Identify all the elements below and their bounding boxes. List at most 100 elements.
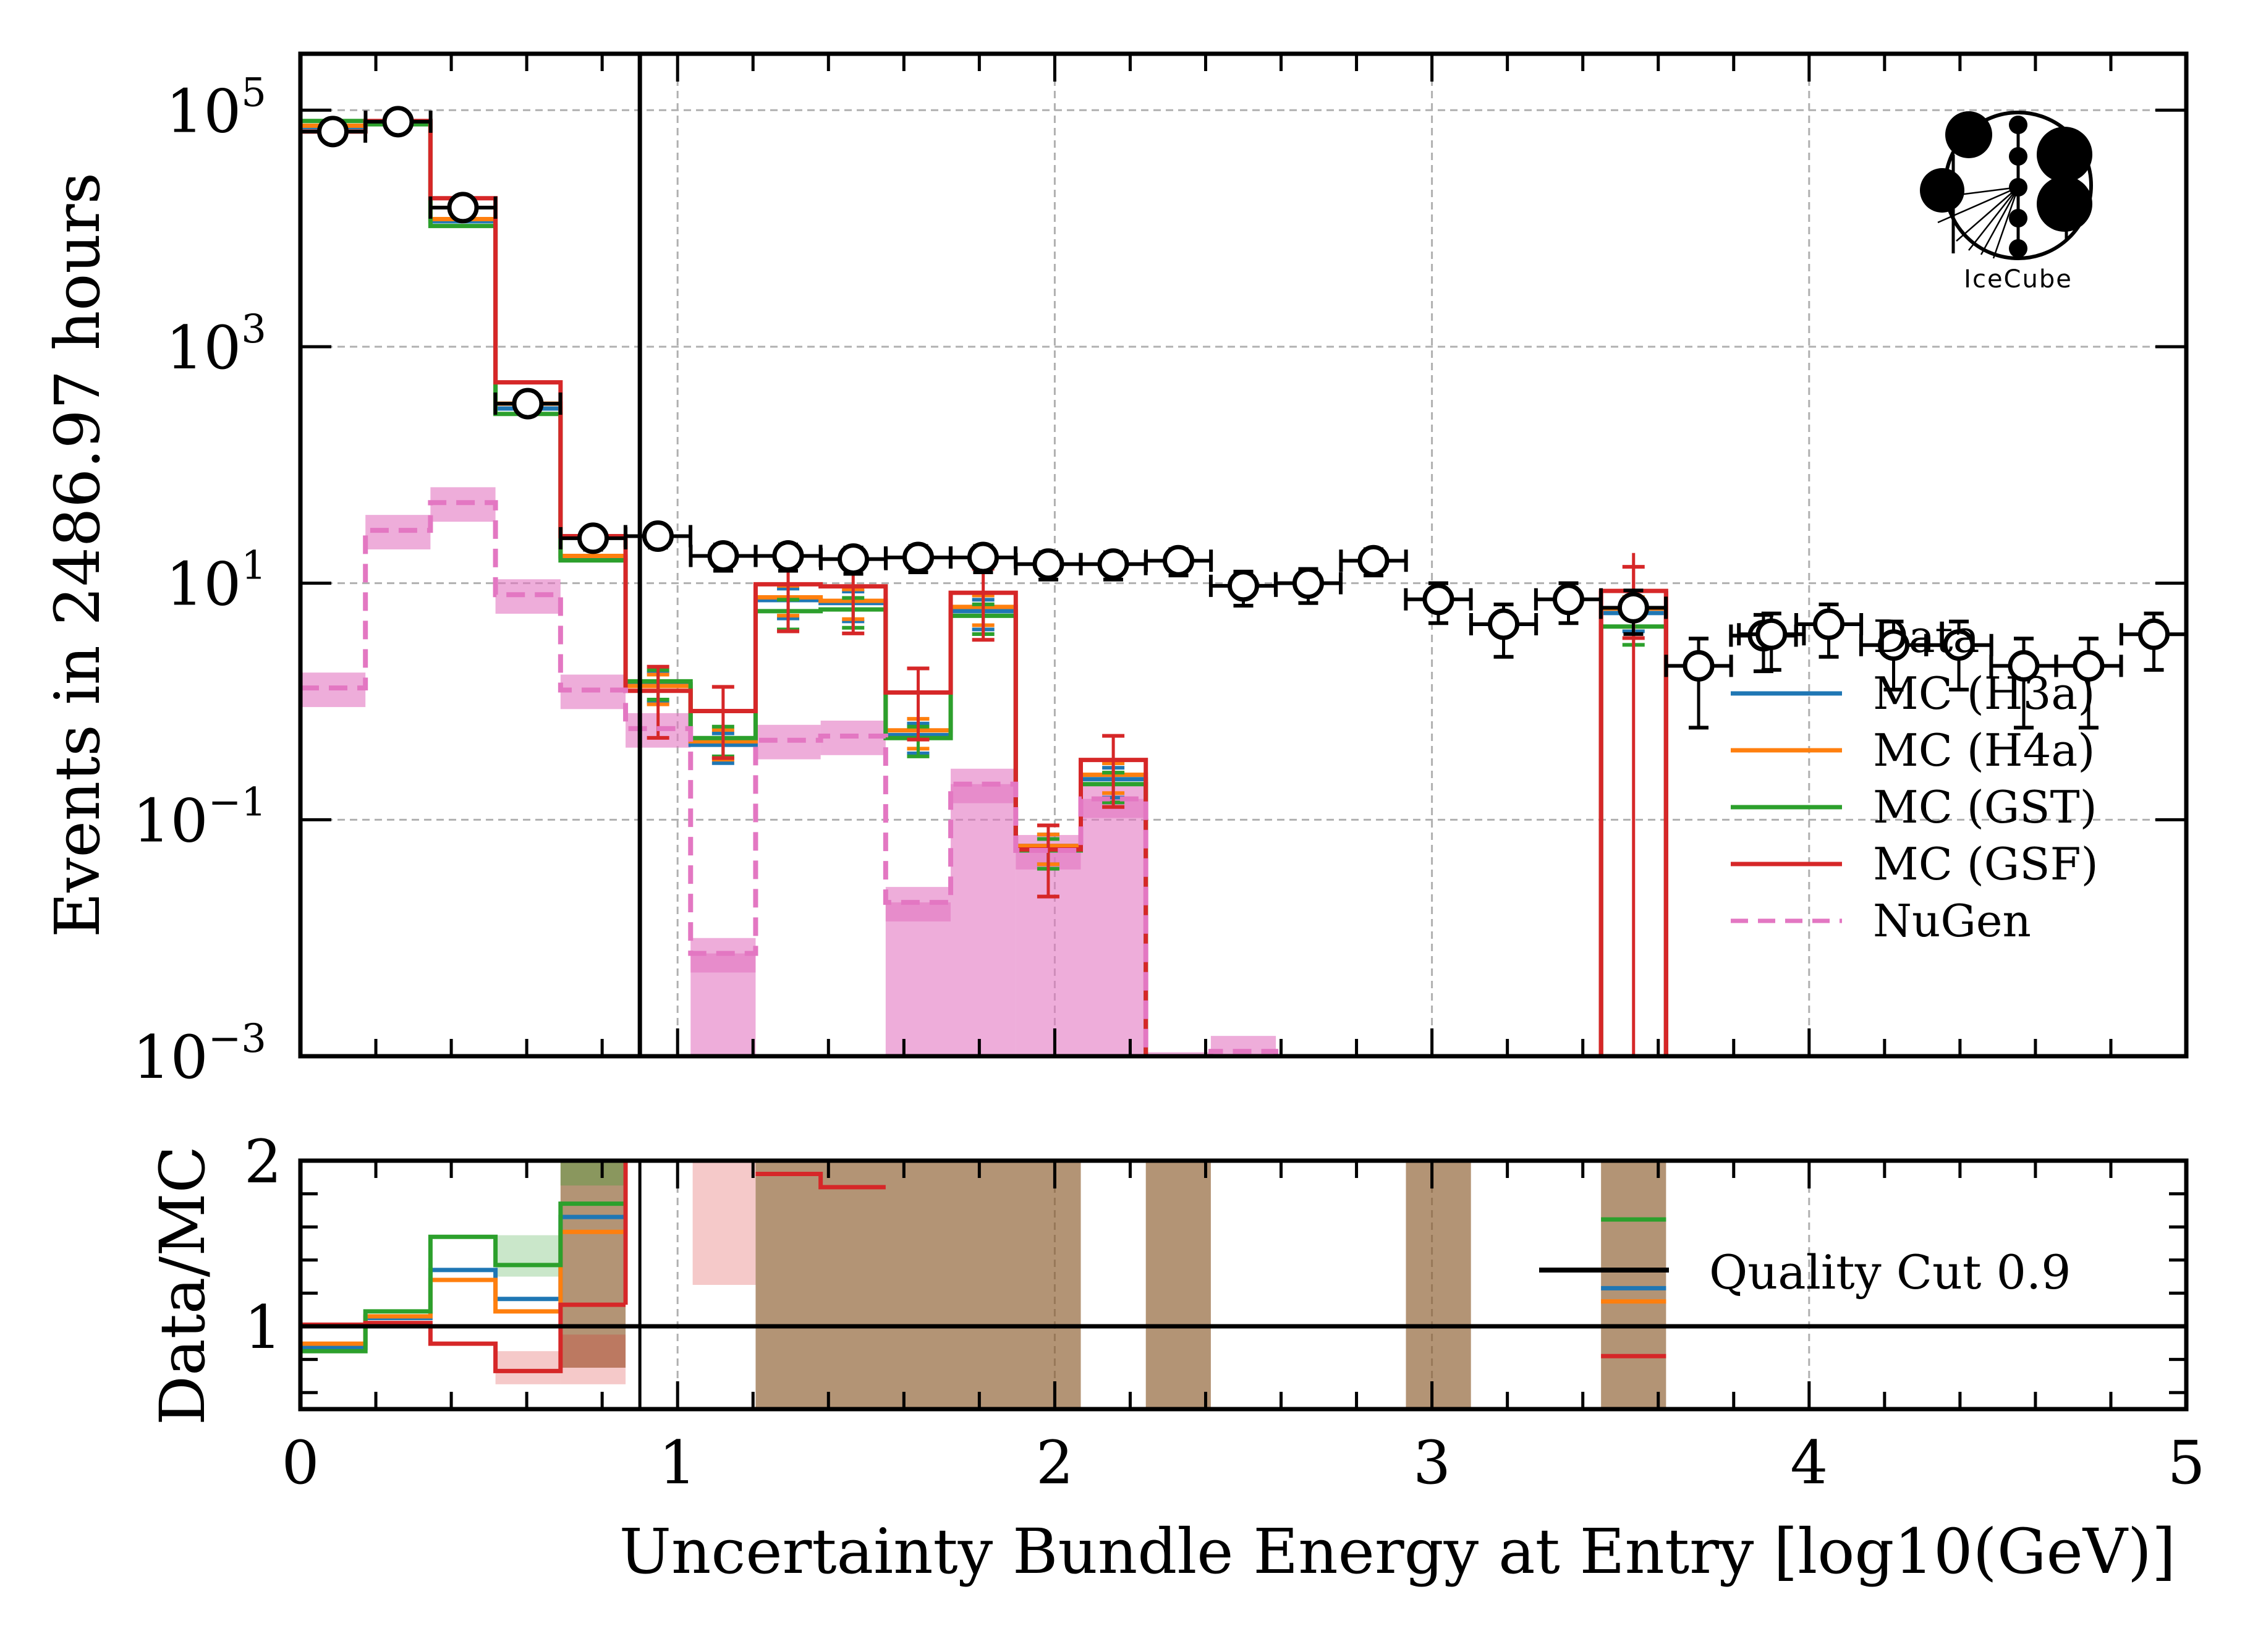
data-marker bbox=[967, 541, 999, 574]
data-marker bbox=[1032, 548, 1064, 580]
data-marker bbox=[1683, 650, 1715, 682]
data-marker bbox=[1552, 583, 1584, 616]
ratio-ylabel: Data/MC bbox=[146, 1146, 219, 1425]
data-point bbox=[363, 106, 433, 138]
data-point bbox=[2119, 611, 2186, 672]
data-point bbox=[1664, 637, 1733, 730]
ytick-label: 10−3 bbox=[133, 1016, 267, 1092]
data-point bbox=[1598, 588, 1668, 636]
legend-label: MC (H3a) bbox=[1873, 667, 2095, 719]
data-point bbox=[753, 540, 823, 573]
data-point bbox=[428, 192, 498, 224]
data-marker bbox=[642, 520, 674, 553]
data-marker bbox=[2138, 618, 2170, 650]
ytick-label: 105 bbox=[166, 70, 266, 146]
ytick-exponent: −3 bbox=[208, 1016, 266, 1062]
data-point bbox=[948, 541, 1018, 574]
data-point bbox=[818, 543, 888, 576]
ratio-uncertainty-band bbox=[560, 1161, 626, 1368]
ratio-axis-ticks bbox=[299, 1159, 2188, 1409]
ratio-legend-label: Quality Cut 0.9 bbox=[1709, 1245, 2071, 1300]
xtick-label: 2 bbox=[1036, 1428, 1074, 1497]
icecube-logo-text: IceCube bbox=[1964, 265, 2073, 294]
data-marker bbox=[1292, 567, 1324, 599]
data-point bbox=[1404, 581, 1473, 625]
data-marker bbox=[512, 388, 544, 420]
legend-label: MC (H4a) bbox=[1873, 724, 2095, 776]
data-marker bbox=[1617, 591, 1649, 624]
data-marker bbox=[1755, 618, 1788, 650]
data-point bbox=[1208, 569, 1278, 608]
ytick-base: 10 bbox=[133, 786, 208, 855]
ytick-label: 101 bbox=[166, 543, 266, 619]
data-point bbox=[1273, 567, 1343, 605]
nugen-band-fill bbox=[951, 784, 1016, 1056]
data-marker bbox=[2008, 650, 2040, 682]
ratio-ytick-label: 2 bbox=[244, 1127, 282, 1197]
data-marker bbox=[577, 522, 609, 554]
ratio-frame bbox=[298, 1158, 2189, 1412]
main-ylabel: Events in 2486.97 hours bbox=[41, 172, 114, 938]
ratio-uncertainty-band bbox=[755, 1161, 1081, 1409]
ytick-exponent: 3 bbox=[241, 307, 266, 352]
data-point bbox=[1534, 581, 1603, 625]
ytick-label: 10−1 bbox=[133, 779, 267, 855]
ratio-line-mc-gst- bbox=[300, 1201, 1666, 1353]
legend-label: NuGen bbox=[1873, 895, 2031, 947]
ytick-exponent: 5 bbox=[241, 70, 266, 116]
legend-label: MC (GST) bbox=[1873, 781, 2097, 833]
data-marker bbox=[1097, 548, 1129, 580]
ratio-legend: Quality Cut 0.9 bbox=[1539, 1245, 2071, 1300]
ytick-base: 10 bbox=[166, 313, 241, 383]
data-point bbox=[883, 541, 953, 574]
main-frame bbox=[298, 51, 2189, 1059]
data-point bbox=[1924, 619, 1993, 692]
gst-band bbox=[560, 1161, 626, 1186]
data-point bbox=[558, 522, 628, 554]
ytick-exponent: −1 bbox=[208, 779, 266, 825]
series-line-nugen bbox=[300, 500, 1279, 1056]
ratio-uncertainty-band bbox=[1406, 1161, 1471, 1409]
gsf-band bbox=[692, 1161, 756, 1285]
data-marker bbox=[1357, 544, 1390, 577]
data-marker bbox=[772, 540, 804, 572]
xlabel: Uncertainty Bundle Energy at Entry [log1… bbox=[619, 1515, 2176, 1588]
data-marker bbox=[902, 541, 935, 574]
data-marker bbox=[316, 116, 349, 148]
data-marker bbox=[1877, 629, 1909, 661]
icecube-logo: IceCube bbox=[1920, 111, 2093, 294]
gsf-band bbox=[560, 1334, 626, 1384]
ratio-series bbox=[300, 1161, 1666, 1373]
ytick-base: 10 bbox=[166, 77, 241, 146]
data-point bbox=[623, 520, 693, 553]
data-marker bbox=[1943, 629, 1975, 661]
data-marker bbox=[1813, 608, 1845, 640]
data-marker bbox=[1228, 570, 1259, 602]
nugen-band-fill bbox=[690, 953, 756, 1056]
xtick-label: 3 bbox=[1413, 1428, 1451, 1497]
xtick-labels: 0 1 2 3 4 5 bbox=[281, 1428, 2205, 1497]
main-axis-ticks bbox=[299, 54, 2188, 1058]
data-marker bbox=[838, 543, 870, 575]
data-point bbox=[493, 388, 562, 420]
ytick-exponent: 1 bbox=[241, 543, 266, 589]
data-point bbox=[1859, 619, 1929, 692]
ratio-line-mc-gsf- bbox=[300, 1171, 1666, 1373]
data-marker bbox=[1163, 544, 1195, 577]
ratio-uncertainty-band bbox=[1601, 1161, 1666, 1409]
data-point bbox=[689, 540, 758, 573]
data-marker bbox=[1422, 583, 1454, 616]
xtick-label: 0 bbox=[281, 1428, 319, 1497]
legend-label: Data bbox=[1873, 611, 1980, 663]
ratio-uncertainty-band bbox=[1145, 1161, 1211, 1409]
ytick-base: 10 bbox=[133, 1023, 208, 1092]
legend-label: MC (GSF) bbox=[1873, 838, 2099, 890]
xtick-label: 5 bbox=[2167, 1428, 2205, 1497]
data-point bbox=[1469, 602, 1539, 659]
ratio-uncertainty-bands bbox=[495, 1161, 1666, 1409]
data-point bbox=[1144, 544, 1213, 578]
data-marker bbox=[707, 540, 739, 572]
